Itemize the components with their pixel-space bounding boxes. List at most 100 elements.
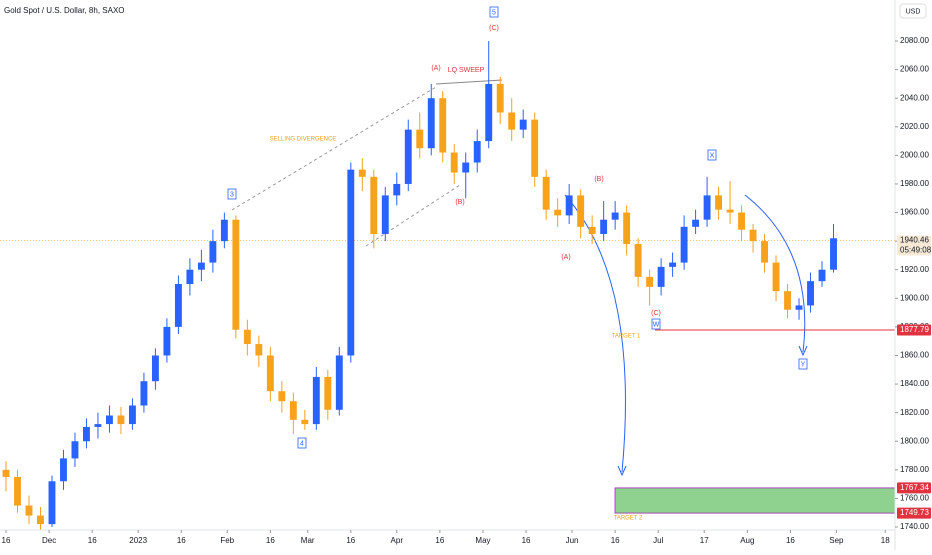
target2-bottom-label: 1749.73 xyxy=(900,508,929,517)
candle-body xyxy=(795,305,803,310)
candle-body xyxy=(393,183,401,196)
candle-body xyxy=(278,391,286,402)
candle-body xyxy=(473,141,481,163)
candle-body xyxy=(243,329,251,345)
candle-body xyxy=(301,419,309,425)
candle-body xyxy=(94,424,102,427)
candle-body xyxy=(462,162,470,173)
candle-body xyxy=(715,195,723,210)
x-tick-label: 18 xyxy=(881,536,890,545)
y-tick-label: 1820.00 xyxy=(900,408,929,417)
wave-label: (A) xyxy=(431,65,440,72)
y-tick-label: 2000.00 xyxy=(900,150,929,159)
candle-body xyxy=(439,98,447,153)
candle-body xyxy=(324,376,332,410)
wave-label: (C) xyxy=(651,310,661,317)
x-tick-label: Feb xyxy=(220,536,234,545)
candle-body xyxy=(485,83,493,142)
y-tick-label: 2040.00 xyxy=(900,93,929,102)
wave-box xyxy=(297,437,307,449)
candle-body xyxy=(312,376,320,425)
y-tick-label: 2080.00 xyxy=(900,36,929,45)
candle-body xyxy=(358,169,366,177)
arrow-head xyxy=(798,345,808,357)
sweep-line xyxy=(435,79,503,85)
x-tick-label: Aug xyxy=(740,536,754,545)
target-label: TARGET 1 xyxy=(612,334,641,340)
channel-line xyxy=(231,86,437,211)
current-price-box xyxy=(897,235,931,256)
candle-body xyxy=(174,284,182,327)
candle-body xyxy=(128,405,136,425)
currency: USD xyxy=(906,8,921,15)
x-tick-label: 16 xyxy=(346,536,355,545)
y-tick-label: 1800.00 xyxy=(900,436,929,445)
candle-body xyxy=(37,515,44,525)
candle-body xyxy=(117,415,125,425)
candle-body xyxy=(680,226,688,263)
candle-body xyxy=(508,112,516,130)
candle-body xyxy=(634,243,642,277)
annotation: LQ SWEEP xyxy=(448,67,485,74)
candle-body xyxy=(830,238,837,270)
y-tick-label: 1840.00 xyxy=(900,379,929,388)
y-tick-label: 1920.00 xyxy=(900,265,929,274)
current-price-label: 1940.46 xyxy=(900,236,929,245)
candle-body xyxy=(220,219,228,242)
x-tick-label: 16 xyxy=(177,536,186,545)
candle-body xyxy=(266,355,274,392)
wave-box xyxy=(227,188,237,200)
candle-body xyxy=(48,481,56,525)
candle-body xyxy=(335,355,343,410)
wave-label: (B) xyxy=(594,176,603,183)
countdown-label: 05:49:08 xyxy=(900,246,932,255)
wave-box xyxy=(707,149,717,161)
x-tick-label: 2023 xyxy=(129,536,147,545)
annotation: SELLING DIVERGENCE xyxy=(270,137,337,143)
target-label: TARGET 2 xyxy=(614,516,643,522)
wave-label: 4 xyxy=(300,440,304,447)
currency-box xyxy=(899,3,927,19)
candle-body xyxy=(818,269,826,282)
target1-box xyxy=(897,324,931,336)
x-tick-label: 16 xyxy=(611,536,620,545)
candle-body xyxy=(519,119,527,130)
candle-body xyxy=(738,212,746,230)
candle-body xyxy=(554,209,562,216)
candle-body xyxy=(531,119,539,177)
y-tick-label: 1780.00 xyxy=(900,465,929,474)
candle-body xyxy=(289,401,297,420)
candle-body xyxy=(703,195,711,220)
target-zone xyxy=(614,487,896,514)
candle-body xyxy=(623,212,631,244)
x-tick-label: 16 xyxy=(522,536,531,545)
wave-label: X xyxy=(710,152,715,159)
wave-label: 3 xyxy=(230,191,234,198)
candle-body xyxy=(416,129,424,149)
candle-body xyxy=(14,476,21,506)
candle-body xyxy=(784,291,791,310)
target1-label: 1877.79 xyxy=(900,325,929,334)
x-tick-label: 16 xyxy=(435,536,444,545)
candle-body xyxy=(761,241,769,263)
candle-body xyxy=(404,129,412,184)
candle-body xyxy=(692,219,700,227)
candle-body xyxy=(669,262,677,267)
channel-line xyxy=(365,184,461,247)
wave-label: (B) xyxy=(455,199,464,206)
y-tick-label: 1740.00 xyxy=(900,522,929,531)
x-tick-label: May xyxy=(475,536,490,545)
candle-body xyxy=(209,241,217,263)
candle-body xyxy=(807,281,814,306)
candle-body xyxy=(646,276,654,287)
x-tick-label: Jun xyxy=(566,536,579,545)
candle-body xyxy=(600,219,608,234)
candle-body xyxy=(71,441,79,459)
target2-top-box xyxy=(897,482,931,494)
wave-box xyxy=(651,318,661,330)
wave-label: (C) xyxy=(489,25,499,32)
candle-body xyxy=(151,355,159,382)
y-tick-label: 1900.00 xyxy=(900,293,929,302)
wave-box xyxy=(489,6,499,18)
